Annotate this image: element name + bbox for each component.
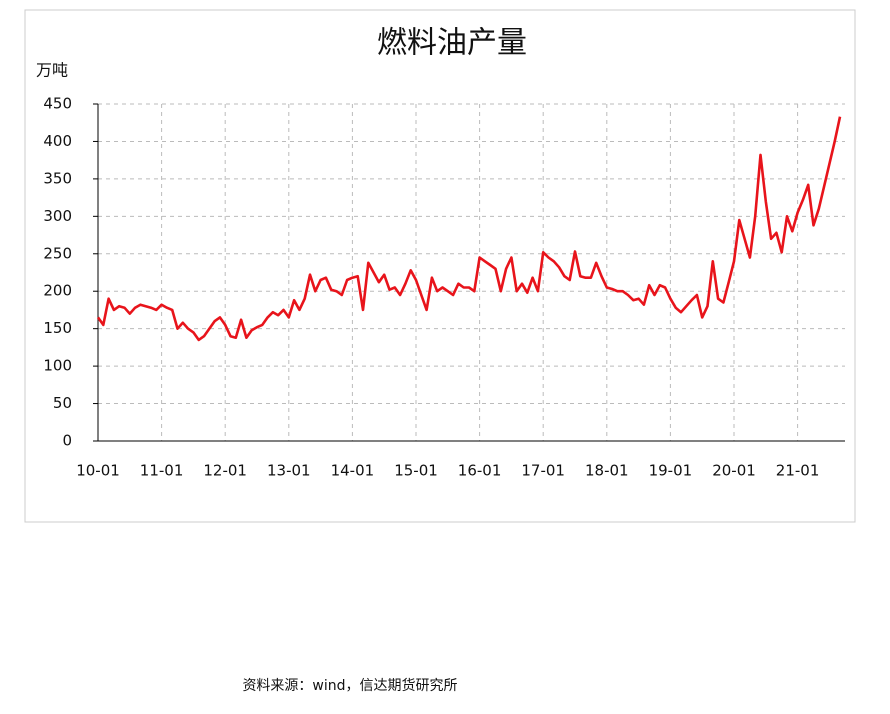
x-tick-label: 14-01 [331,462,375,480]
y-tick-label: 300 [43,207,72,225]
x-tick-label: 12-01 [203,462,247,480]
source-note: 资料来源：wind，信达期货研究所 [242,677,457,694]
x-tick-label: 11-01 [140,462,184,480]
y-tick-label: 250 [43,244,72,262]
x-tick-label: 18-01 [585,462,629,480]
y-tick-label: 350 [43,169,72,187]
x-tick-label: 21-01 [776,462,820,480]
x-tick-label: 17-01 [521,462,565,480]
x-tick-label: 15-01 [394,462,438,480]
y-axis-unit: 万吨 [36,61,68,80]
x-tick-label: 10-01 [76,462,120,480]
data-line [96,116,842,342]
y-tick-label: 50 [53,394,72,412]
x-tick-label: 16-01 [458,462,502,480]
x-tick-label: 20-01 [712,462,756,480]
x-tick-label: 13-01 [267,462,311,480]
y-tick-label: 200 [43,282,72,300]
y-tick-label: 150 [43,319,72,337]
y-tick-label: 400 [43,132,72,150]
y-tick-label: 450 [43,95,72,113]
chart-title: 燃料油产量 [377,26,527,61]
y-tick-label: 100 [43,357,72,375]
y-tick-label: 0 [62,432,72,450]
x-tick-label: 19-01 [649,462,693,480]
chart-frame [24,9,856,523]
